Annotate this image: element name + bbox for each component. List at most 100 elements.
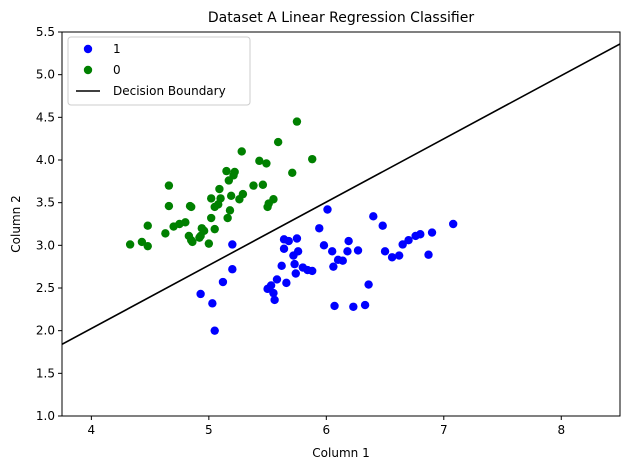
y-axis-ticks: 1.0 1.5 2.0 2.5 3.0 3.5 4.0 4.5 5.0 5.5 <box>36 25 62 423</box>
y-tick-label: 4.5 <box>36 110 55 124</box>
y-axis-label: Column 2 <box>9 195 23 252</box>
point-class-1 <box>282 278 291 288</box>
point-class-1 <box>293 247 303 256</box>
point-class-0 <box>206 213 216 223</box>
point-class-0 <box>223 213 232 223</box>
point-class-0 <box>143 241 152 251</box>
point-class-1 <box>284 236 293 246</box>
y-tick-label: 5.5 <box>36 25 55 39</box>
point-class-1 <box>387 253 397 262</box>
legend-label: 0 <box>113 63 121 77</box>
point-class-0 <box>143 221 152 230</box>
point-class-0 <box>181 218 190 227</box>
y-tick-label: 4.0 <box>36 153 55 167</box>
point-class-1 <box>378 221 387 230</box>
point-class-1 <box>266 281 276 290</box>
x-tick-label: 4 <box>88 423 96 437</box>
point-class-0 <box>187 202 196 212</box>
point-class-1 <box>228 265 237 274</box>
legend-label: 1 <box>113 42 121 56</box>
legend-marker <box>83 65 93 75</box>
point-class-1 <box>196 289 205 299</box>
point-class-1 <box>308 266 317 276</box>
point-class-0 <box>249 181 258 190</box>
point-class-0 <box>237 147 246 156</box>
point-class-1 <box>270 295 279 305</box>
point-class-0 <box>255 156 264 166</box>
point-class-1 <box>228 240 237 249</box>
point-class-1 <box>416 230 425 239</box>
point-class-1 <box>343 247 352 256</box>
point-class-1 <box>319 241 329 250</box>
point-class-0 <box>215 184 224 194</box>
legend: 1 0 Decision Boundary <box>67 36 251 106</box>
point-class-0 <box>292 117 302 126</box>
point-class-1 <box>291 269 300 278</box>
point-class-1 <box>329 262 338 271</box>
point-class-0 <box>164 201 174 211</box>
legend-box <box>67 36 251 106</box>
point-class-1 <box>323 205 332 214</box>
point-class-1 <box>279 244 289 253</box>
point-class-1 <box>210 326 219 335</box>
y-tick-label: 2.5 <box>36 281 55 295</box>
x-tick-label: 7 <box>440 423 448 437</box>
chart-title: Dataset A Linear Regression Classifier <box>208 10 474 26</box>
x-tick-label: 6 <box>322 423 330 437</box>
point-class-0 <box>222 166 231 176</box>
point-class-1 <box>394 251 404 260</box>
point-class-0 <box>137 237 147 247</box>
decision-boundary-line <box>62 43 620 346</box>
x-tick-label: 8 <box>557 423 565 437</box>
point-class-0 <box>125 240 135 249</box>
point-class-1 <box>353 246 363 255</box>
point-class-0 <box>230 167 239 177</box>
point-class-1 <box>218 277 228 287</box>
point-class-1 <box>327 247 337 256</box>
legend-marker <box>83 44 93 54</box>
point-class-0 <box>273 137 283 147</box>
point-class-0 <box>206 194 216 203</box>
point-class-0 <box>226 191 236 201</box>
point-class-1 <box>398 240 407 249</box>
point-class-1 <box>427 228 437 237</box>
point-class-0 <box>269 195 278 204</box>
point-class-1 <box>330 301 339 311</box>
y-tick-label: 3.5 <box>36 196 55 210</box>
point-class-1 <box>277 261 286 271</box>
point-class-0 <box>308 154 317 164</box>
y-tick-label: 3.0 <box>36 238 55 252</box>
point-class-0 <box>262 159 271 168</box>
y-tick-label: 2.0 <box>36 324 55 338</box>
plot-frame <box>61 31 621 417</box>
point-class-0 <box>225 206 235 215</box>
point-class-0 <box>288 168 297 177</box>
point-class-0 <box>238 189 248 199</box>
point-class-1 <box>364 280 373 289</box>
point-class-1 <box>360 300 370 310</box>
point-class-1 <box>338 256 347 265</box>
point-class-0 <box>164 181 174 190</box>
point-class-0 <box>188 237 197 247</box>
point-class-1 <box>290 259 299 269</box>
y-tick-label: 1.0 <box>36 409 55 423</box>
x-axis-label: Column 1 <box>312 446 369 460</box>
point-class-1 <box>380 247 390 256</box>
point-class-1 <box>344 236 353 246</box>
point-class-1 <box>269 288 278 298</box>
point-class-0 <box>161 229 170 238</box>
x-tick-label: 5 <box>205 423 213 437</box>
point-class-0 <box>210 224 219 234</box>
point-class-1 <box>208 299 217 308</box>
y-tick-label: 5.0 <box>36 68 55 82</box>
point-class-0 <box>204 239 214 248</box>
x-axis-ticks: 4 5 6 7 8 <box>88 416 565 437</box>
point-class-1 <box>369 212 378 221</box>
point-class-1 <box>424 250 433 259</box>
point-class-1 <box>404 236 413 245</box>
point-class-1 <box>292 234 302 243</box>
point-class-1 <box>315 224 324 233</box>
y-tick-label: 1.5 <box>36 366 55 380</box>
point-class-0 <box>258 180 268 189</box>
